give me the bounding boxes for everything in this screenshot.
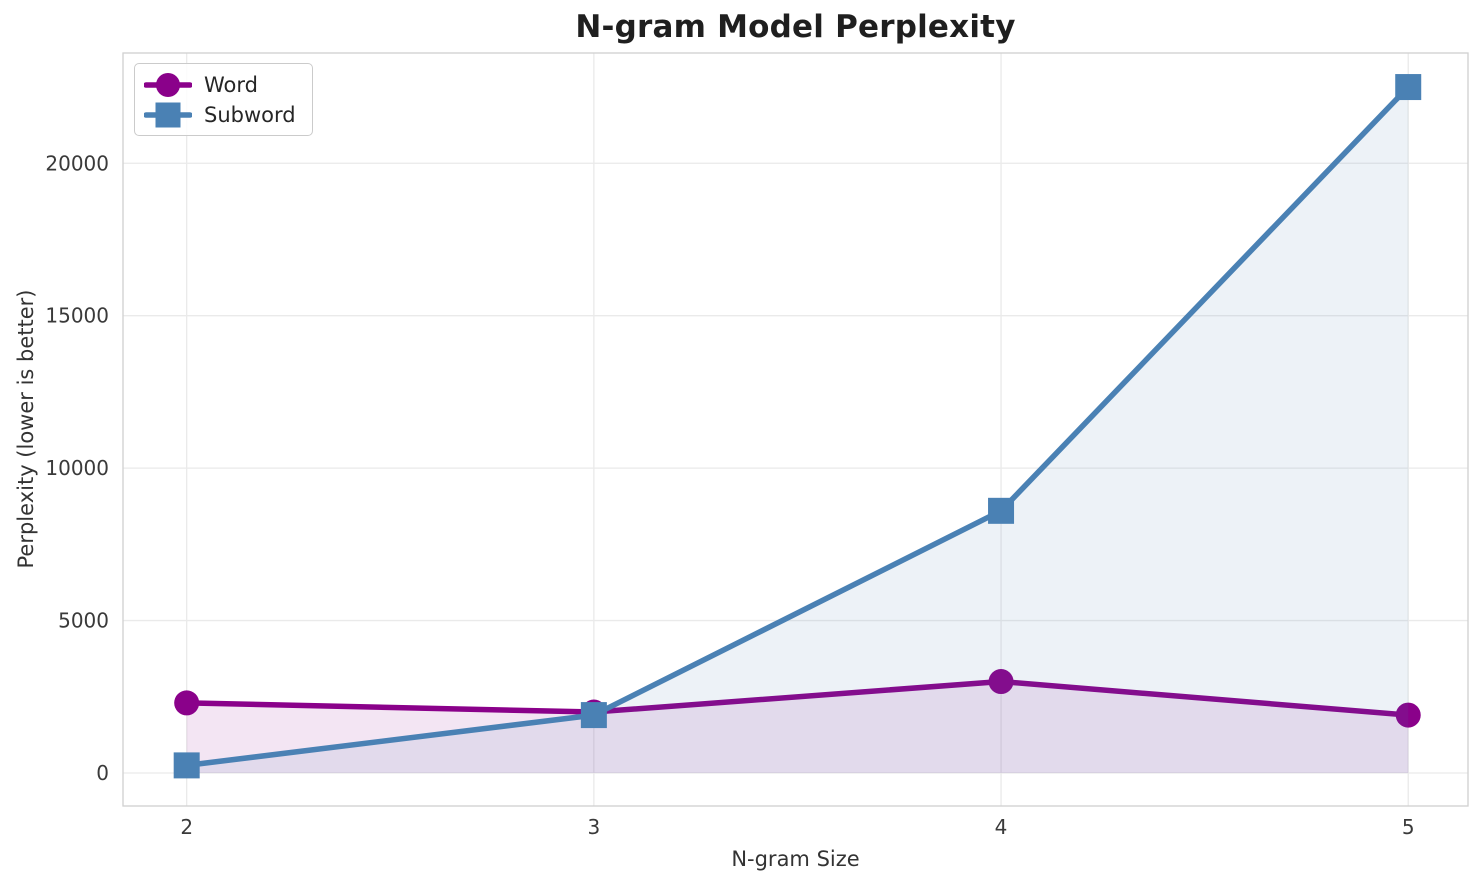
- legend-label: Word: [204, 72, 258, 97]
- marker-circle-word: [1395, 702, 1421, 728]
- y-axis-label: Perplexity (lower is better): [14, 289, 38, 569]
- y-tick-label: 5000: [58, 609, 109, 633]
- legend-marker-square-icon: [144, 102, 192, 127]
- legend-entry-subword: Subword: [144, 100, 296, 129]
- legend-label: Subword: [204, 102, 296, 127]
- chart-title: N-gram Model Perplexity: [575, 9, 1016, 45]
- series-fill-word: [186, 681, 1409, 774]
- y-tick-label: 20000: [45, 151, 109, 175]
- legend-entry-word: Word: [144, 70, 296, 99]
- marker-square-subword: [580, 702, 607, 729]
- marker-circle-word: [174, 690, 200, 716]
- marker-circle-word: [988, 669, 1014, 695]
- y-tick-label: 10000: [45, 456, 109, 480]
- y-tick-label: 0: [96, 761, 109, 785]
- marker-square-subword: [173, 752, 200, 779]
- series-fill-subword: [186, 87, 1409, 774]
- x-axis-label: N-gram Size: [731, 847, 860, 871]
- legend-marker-circle-icon: [144, 72, 192, 97]
- x-tick-label: 5: [1402, 815, 1415, 839]
- series-line-subword: [183, 84, 1411, 769]
- marker-square-subword: [988, 497, 1015, 524]
- x-tick-label: 3: [587, 815, 600, 839]
- legend: Word Subword: [134, 63, 313, 136]
- y-tick-label: 15000: [45, 304, 109, 328]
- series-line-word: [183, 678, 1411, 718]
- marker-square-subword: [1395, 74, 1422, 101]
- x-tick-label: 2: [180, 815, 193, 839]
- plot-border: [122, 52, 1469, 807]
- x-tick-label: 4: [995, 815, 1008, 839]
